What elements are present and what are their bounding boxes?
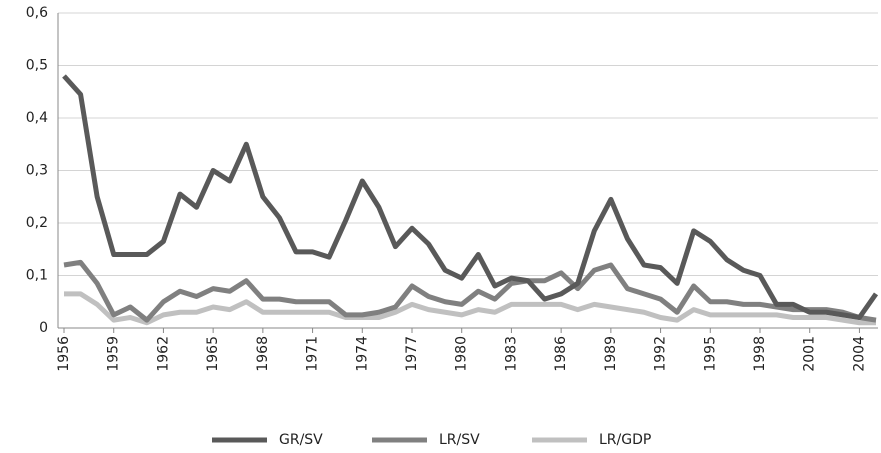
x-tick-label: 1965 (205, 336, 221, 372)
x-tick-label: 1989 (603, 336, 619, 372)
legend-label: GR/SV (279, 432, 323, 448)
x-tick-label: 1977 (404, 336, 420, 372)
series-line (63, 259, 877, 323)
x-tick-label: 1956 (56, 336, 72, 372)
x-tick-label: 2004 (851, 336, 867, 372)
x-tick-label: 1992 (653, 336, 669, 372)
legend-label: LR/GDP (599, 432, 651, 448)
y-tick-label: 0,1 (26, 268, 48, 284)
y-tick-label: 0 (39, 320, 48, 336)
series-line (64, 291, 876, 326)
x-tick-label: 1959 (106, 336, 122, 372)
x-tick-label: 1983 (503, 336, 519, 372)
y-tick-label: 0,4 (26, 110, 48, 126)
x-tick-label: 1995 (702, 336, 718, 372)
legend-label: LR/SV (439, 432, 480, 448)
x-tick-label: 1986 (553, 336, 569, 372)
x-tick-label: 1974 (354, 336, 370, 372)
x-tick-label: 1968 (255, 336, 271, 372)
x-tick-label: 2001 (802, 336, 818, 372)
y-tick-label: 0,2 (26, 215, 48, 231)
series-line (62, 74, 879, 320)
x-tick-label: 1998 (752, 336, 768, 372)
y-tick-label: 0,3 (26, 163, 48, 179)
y-tick-label: 0,5 (26, 58, 48, 74)
x-tick-label: 1971 (305, 336, 321, 372)
x-tick-label: 1980 (454, 336, 470, 372)
x-tick-label: 1962 (155, 336, 171, 372)
y-tick-label: 0,6 (26, 5, 48, 21)
